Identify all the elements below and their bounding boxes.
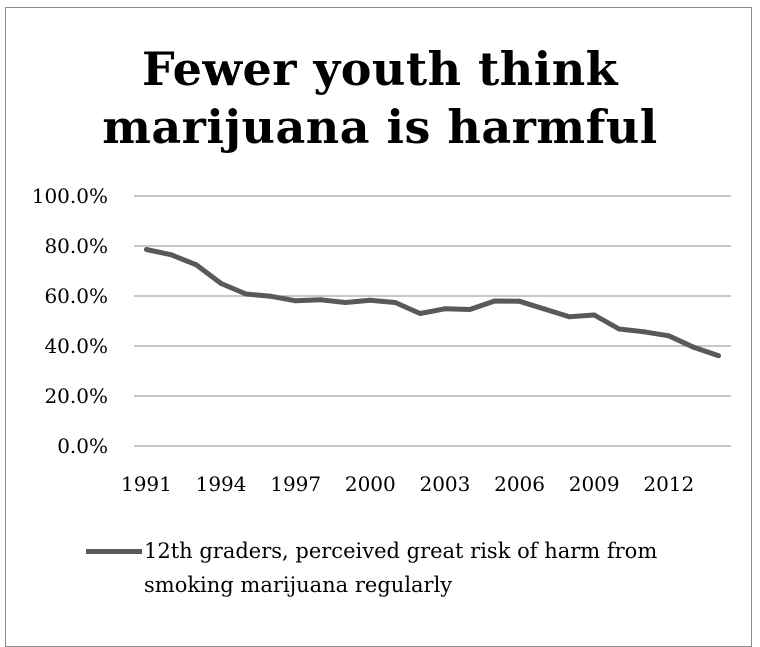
data-point	[566, 314, 572, 320]
legend-swatch	[86, 549, 142, 554]
y-tick-label: 20.0%	[44, 384, 108, 408]
data-point	[243, 291, 249, 297]
data-point	[268, 293, 274, 299]
x-tick-label: 2006	[494, 472, 545, 496]
y-tick-label: 100.0%	[32, 184, 108, 208]
y-tick-label: 40.0%	[44, 334, 108, 358]
chart-plot-area: 0.0% 20.0% 40.0% 60.0% 80.0% 100.0% 1991 1994 19…	[32, 184, 731, 496]
data-point	[367, 297, 373, 303]
data-point	[691, 344, 697, 350]
data-point	[168, 252, 174, 258]
data-point	[591, 312, 597, 318]
series-line	[145, 247, 720, 359]
data-point	[218, 281, 224, 286]
data-point	[193, 262, 199, 268]
data-point	[467, 307, 473, 312]
data-point	[392, 300, 398, 305]
data-point	[143, 247, 149, 252]
data-point	[666, 333, 672, 339]
x-tick-label: 1994	[196, 472, 247, 496]
x-tick-label: 2003	[419, 472, 470, 496]
data-point	[342, 300, 348, 305]
chart-frame	[5, 7, 752, 647]
y-tick-label: 80.0%	[44, 234, 108, 258]
x-tick-label: 1991	[121, 472, 172, 496]
data-point	[492, 298, 498, 304]
x-tick-label: 1997	[270, 472, 321, 496]
y-tick-label: 60.0%	[44, 284, 108, 308]
x-tick-label: 2012	[643, 472, 694, 496]
data-point	[517, 298, 523, 304]
x-tick-label: 2000	[345, 472, 396, 496]
chart-title-line-1: Fewer youth think	[141, 42, 619, 96]
data-point	[716, 353, 722, 359]
x-tick-label: 2009	[569, 472, 620, 496]
legend-label: 12th graders, perceived great risk of ha…	[144, 539, 658, 597]
y-tick-label: 0.0%	[57, 434, 108, 458]
data-point	[616, 326, 622, 332]
data-point	[541, 306, 547, 312]
chart-title: Fewer youth think marijuana is harmful	[0, 40, 760, 156]
data-point	[293, 298, 299, 304]
data-point	[641, 329, 647, 335]
data-point	[318, 297, 324, 303]
data-point	[442, 306, 448, 312]
data-point	[417, 311, 423, 316]
chart-title-line-2: marijuana is harmful	[102, 100, 658, 154]
